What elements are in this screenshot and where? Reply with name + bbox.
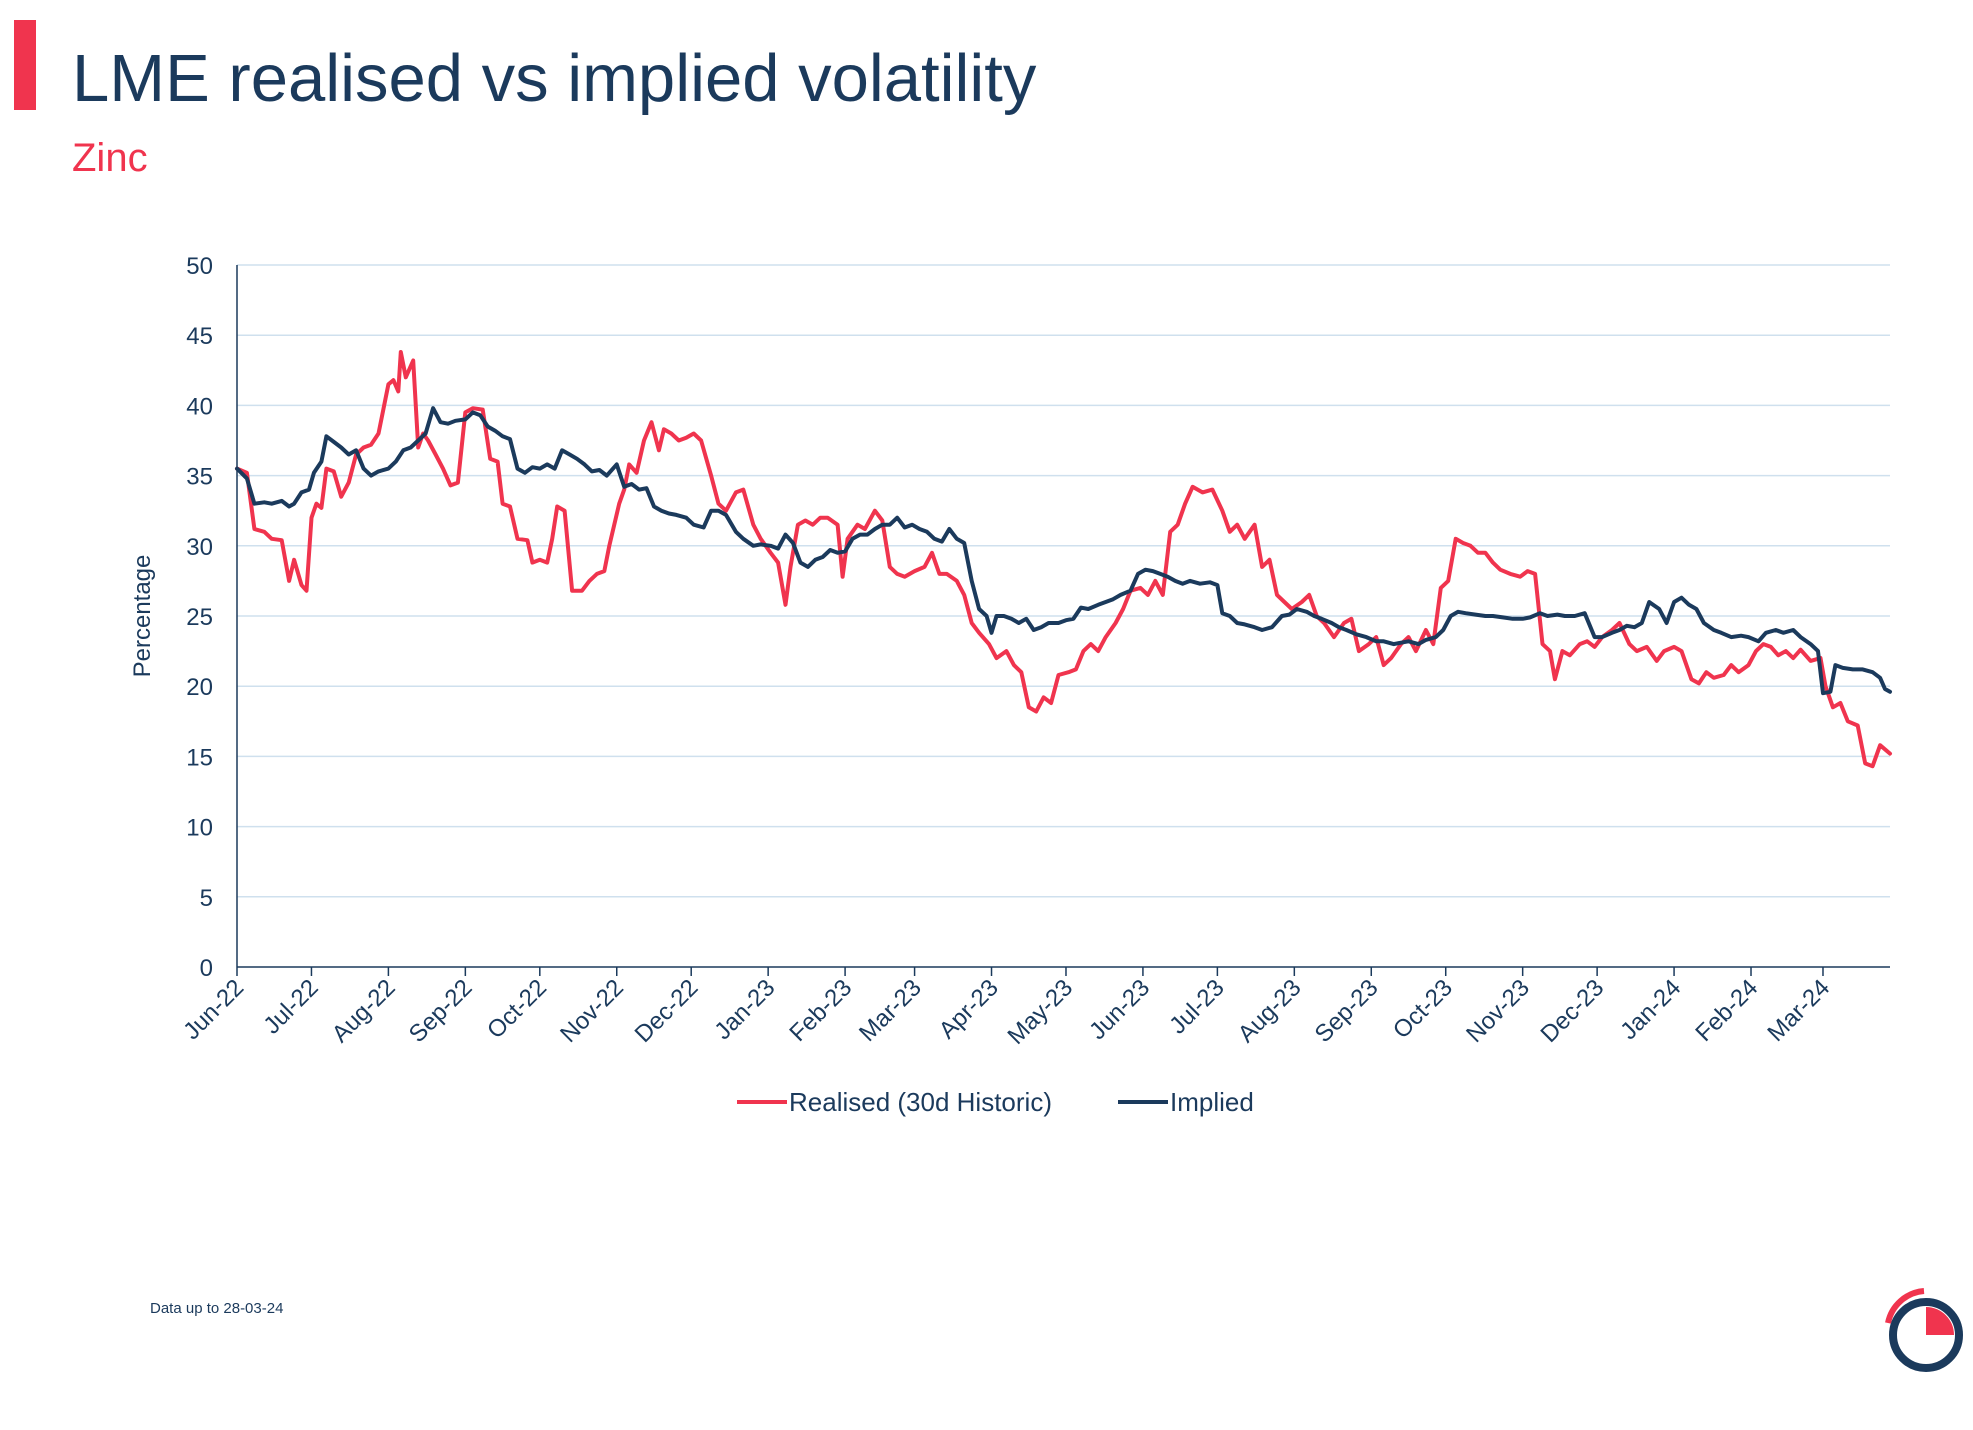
y-tick-label: 35 xyxy=(186,464,213,491)
data-date-note: Data up to 28-03-24 xyxy=(150,1300,284,1317)
y-tick-label: 0 xyxy=(200,955,213,982)
title-accent-bar xyxy=(14,20,36,110)
y-tick-label: 20 xyxy=(186,674,213,701)
x-tick-label: Apr-23 xyxy=(934,974,1004,1044)
series-line-realised xyxy=(235,350,1892,769)
x-tick-label: Aug-22 xyxy=(327,974,401,1048)
legend-label: Implied xyxy=(1170,1087,1254,1117)
x-tick-label: May-23 xyxy=(1003,974,1079,1050)
x-tick-label: Feb-24 xyxy=(1690,974,1763,1047)
y-tick-label: 30 xyxy=(186,534,213,561)
x-tick-label: Jan-24 xyxy=(1615,974,1686,1045)
y-tick-label: 50 xyxy=(186,253,213,280)
x-tick-label: Aug-23 xyxy=(1233,974,1307,1048)
y-tick-label: 45 xyxy=(186,323,213,350)
x-tick-label: Feb-23 xyxy=(784,974,857,1047)
y-tick-label: 5 xyxy=(200,885,213,912)
x-tick-label: Oct-22 xyxy=(482,974,552,1044)
x-tick-label: Jul-23 xyxy=(1164,974,1229,1039)
x-tick-label: Nov-22 xyxy=(555,974,629,1048)
series-line-implied xyxy=(235,406,1892,696)
x-tick-label: Oct-23 xyxy=(1388,974,1458,1044)
x-tick-label: Nov-23 xyxy=(1461,974,1535,1048)
x-tick-label: Jun-22 xyxy=(178,974,249,1045)
y-tick-label: 10 xyxy=(186,815,213,842)
y-tick-label: 40 xyxy=(186,393,213,420)
y-axis-title: Percentage xyxy=(129,555,156,678)
x-tick-label: Jul-22 xyxy=(258,974,323,1039)
page-title: LME realised vs implied volatility xyxy=(72,41,1037,116)
x-tick-label: Sep-23 xyxy=(1310,974,1384,1048)
legend-label: Realised (30d Historic) xyxy=(789,1087,1052,1117)
x-tick-label: Mar-23 xyxy=(854,974,927,1047)
y-tick-label: 25 xyxy=(186,604,213,631)
x-tick-label: Jan-23 xyxy=(709,974,780,1045)
x-tick-label: Mar-24 xyxy=(1762,974,1835,1047)
x-tick-label: Jun-23 xyxy=(1084,974,1155,1045)
x-tick-label: Sep-22 xyxy=(404,974,478,1048)
x-tick-label: Dec-22 xyxy=(630,974,704,1048)
y-tick-label: 15 xyxy=(186,744,213,771)
brand-logo-icon xyxy=(1885,1288,1963,1372)
x-tick-label: Dec-23 xyxy=(1536,974,1610,1048)
page-subtitle: Zinc xyxy=(72,136,148,180)
